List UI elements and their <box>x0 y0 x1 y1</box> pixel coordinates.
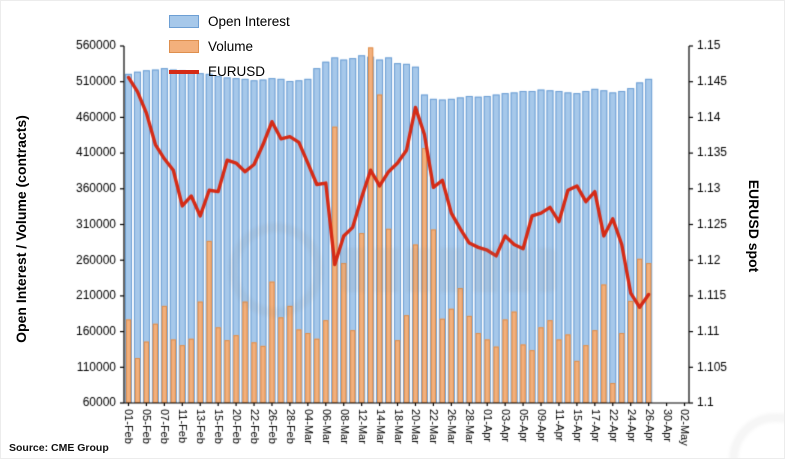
legend-item-eurusd: EURUSD <box>169 59 290 84</box>
left-axis-title: Open Interest / Volume (contracts) <box>13 115 29 343</box>
legend-item-volume: Volume <box>169 34 290 59</box>
open-interest-swatch <box>169 15 199 28</box>
legend-label-open-interest: Open Interest <box>208 14 290 29</box>
chart-legend: Open Interest Volume EURUSD <box>169 9 290 84</box>
legend-label-volume: Volume <box>208 39 254 54</box>
right-axis-title: EURUSD spot <box>746 179 762 273</box>
volume-swatch <box>169 40 199 53</box>
legend-label-eurusd: EURUSD <box>208 64 266 79</box>
legend-item-open-interest: Open Interest <box>169 9 290 34</box>
source-note: Source: CME Group <box>9 442 109 454</box>
eurusd-line-swatch <box>169 69 199 74</box>
